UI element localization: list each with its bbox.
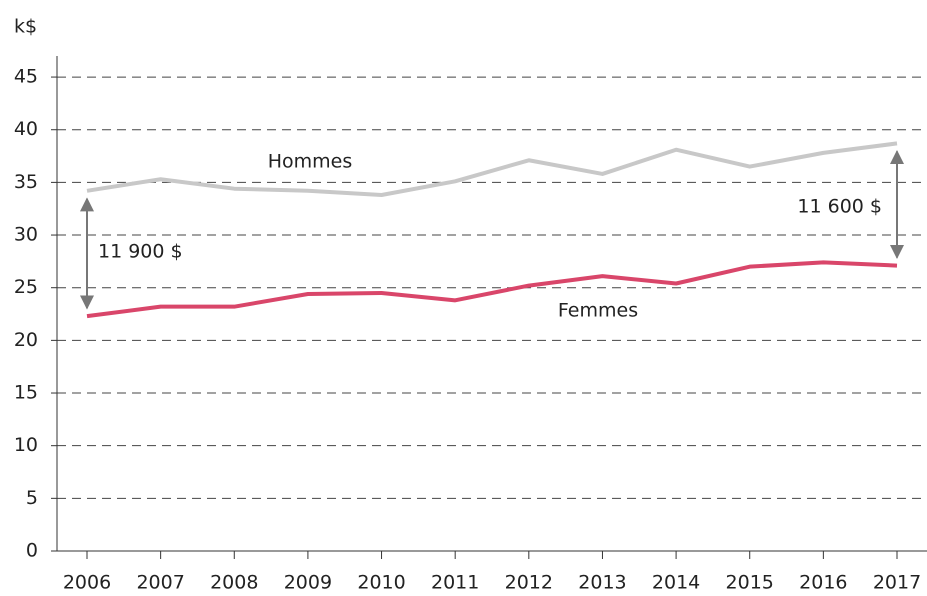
line-series	[86, 260, 898, 319]
y-tick-label: 45	[14, 66, 38, 88]
y-tick-label: 35	[14, 171, 38, 193]
x-tick-label: 2009	[284, 572, 332, 594]
y-tick-label: 30	[14, 224, 38, 246]
y-tick-label: 15	[14, 382, 38, 404]
y-tick-label: 20	[14, 329, 38, 351]
x-tick-label: 2010	[357, 572, 405, 594]
x-tick-label: 2017	[873, 572, 921, 594]
x-tick-label: 2016	[799, 572, 847, 594]
x-tick-label: 2014	[652, 572, 700, 594]
annotation: 11 900 $	[98, 241, 183, 263]
x-tick-label: 2011	[431, 572, 479, 594]
x-tick-label: 2006	[63, 572, 111, 594]
x-tick-label: 2013	[578, 572, 626, 594]
series-label: Hommes	[268, 151, 353, 173]
annotation: 11 600 $	[797, 196, 882, 218]
series-label: Femmes	[558, 300, 638, 322]
y-tick-label: 25	[14, 276, 38, 298]
y-tick-label: 5	[26, 487, 38, 509]
x-tick-label: 2008	[210, 572, 258, 594]
x-tick-label: 2012	[505, 572, 553, 594]
line-series	[86, 141, 898, 198]
x-tick-label: 2015	[726, 572, 774, 594]
y-axis-label: k$	[14, 16, 37, 38]
y-tick-label: 40	[14, 118, 38, 140]
y-tick-label: 0	[26, 540, 38, 562]
x-tick-label: 2007	[136, 572, 184, 594]
y-tick-label: 10	[14, 434, 38, 456]
